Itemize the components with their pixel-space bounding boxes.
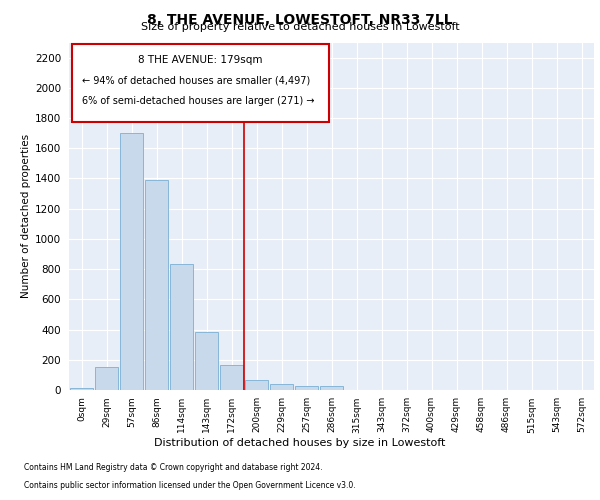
- Bar: [119, 133, 143, 390]
- Text: 8 THE AVENUE: 179sqm: 8 THE AVENUE: 179sqm: [138, 54, 263, 64]
- Text: Size of property relative to detached houses in Lowestoft: Size of property relative to detached ho…: [140, 22, 460, 32]
- Text: Contains HM Land Registry data © Crown copyright and database right 2024.: Contains HM Land Registry data © Crown c…: [24, 464, 323, 472]
- Text: Distribution of detached houses by size in Lowestoft: Distribution of detached houses by size …: [154, 438, 446, 448]
- FancyBboxPatch shape: [71, 44, 329, 122]
- Bar: [95, 366, 118, 390]
- Bar: [70, 388, 94, 390]
- Y-axis label: Number of detached properties: Number of detached properties: [21, 134, 31, 298]
- Text: Contains public sector information licensed under the Open Government Licence v3: Contains public sector information licen…: [24, 481, 356, 490]
- Bar: [170, 264, 193, 390]
- Bar: [220, 365, 244, 390]
- Bar: [194, 332, 218, 390]
- Bar: [320, 386, 343, 390]
- Bar: [245, 380, 268, 390]
- Bar: [269, 384, 293, 390]
- Text: 6% of semi-detached houses are larger (271) →: 6% of semi-detached houses are larger (2…: [82, 96, 314, 106]
- Text: ← 94% of detached houses are smaller (4,497): ← 94% of detached houses are smaller (4,…: [82, 76, 310, 86]
- Text: 8, THE AVENUE, LOWESTOFT, NR33 7LL: 8, THE AVENUE, LOWESTOFT, NR33 7LL: [147, 12, 453, 26]
- Bar: [295, 386, 319, 390]
- Bar: [145, 180, 169, 390]
